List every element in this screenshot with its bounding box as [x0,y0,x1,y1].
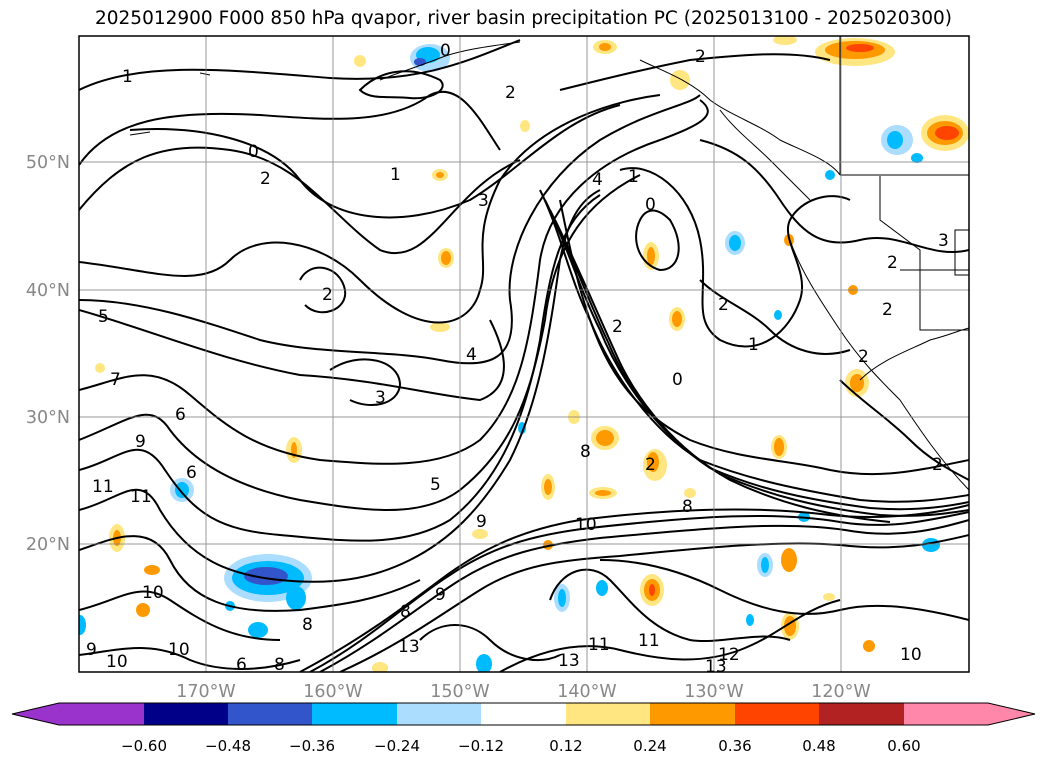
contour-labels: 1 2 0 2 1 3 4 1 0 0 2 1 2 2 2 3 2 2 5 7 … [86,41,949,677]
contour-label: 10 [142,583,164,603]
contour-label: 1 [628,167,639,187]
contour-label: 11 [638,631,660,651]
colorbar-low-extension [12,703,59,725]
lon-label: 130°W [684,682,743,702]
contour-label: 9 [476,512,487,532]
colorbar-tick: −0.48 [205,737,251,755]
colorbar-outline [11,702,1036,726]
colorbar-tick: −0.12 [458,737,504,755]
contour-label: 4 [592,170,603,190]
contour-label: 0 [440,41,451,61]
contour-label: 11 [130,487,152,507]
colorbar-tick: 0.60 [887,737,920,755]
contour-label: 2 [260,169,271,189]
colorbar-segment [481,703,566,725]
contour-label: 2 [695,47,706,67]
colorbar-high-extension [988,703,1035,725]
contour-label: 10 [168,640,190,660]
contour-label: 1 [122,67,133,87]
contour-label: 11 [92,477,114,497]
contour-label: 5 [430,475,441,495]
contour-label: 2 [718,295,729,315]
colorbar-segment [228,703,313,725]
map-title: 2025012900 F000 850 hPa qvapor, river ba… [94,8,953,29]
colorbar-segment [59,703,144,725]
lon-label: 160°W [303,682,362,702]
lon-label: 150°W [430,682,489,702]
colorbar-segment [312,703,397,725]
contour-label: 2 [322,285,333,305]
contour-label: 8 [580,442,591,462]
contour-label: 2 [505,83,516,103]
contour-label: 12 [718,645,740,665]
contour-label: 0 [645,195,656,215]
colorbar-tick: −0.36 [289,737,335,755]
latitude-labels: 50°N 40°N 30°N 20°N [26,153,70,555]
colorbar-tick: −0.60 [121,737,167,755]
contour-label: 11 [588,635,610,655]
contour-label: 9 [135,432,146,452]
colorbar-segment [144,703,229,725]
lon-label: 120°W [811,682,870,702]
map-border [78,35,970,673]
contour-label: 2 [882,300,893,320]
contour-label: 2 [887,253,898,273]
contour-label: 2 [932,455,943,475]
contour-label: 9 [86,640,97,660]
contour-label: 8 [274,655,285,675]
colorbar-segment [650,703,735,725]
colorbar-segment [904,703,988,725]
contour-label: 2 [858,347,869,367]
longitude-labels: 170°W 160°W 150°W 140°W 130°W 120°W [176,682,870,702]
contour-label: 10 [900,645,922,665]
lat-label: 50°N [26,153,70,173]
contour-label: 8 [400,602,411,622]
lat-label: 40°N [26,281,70,301]
contour-label: 9 [435,585,446,605]
contour-label: 13 [558,651,580,671]
colorbar-segment [397,703,482,725]
contour-label: 4 [466,345,477,365]
contour-label: 8 [302,615,313,635]
qvapor-contours [79,39,969,672]
lon-label: 170°W [176,682,235,702]
contour-label: 6 [236,655,247,675]
contour-label: 3 [478,191,489,211]
contour-label: 0 [248,142,259,162]
colorbar-tick: 0.48 [802,737,835,755]
contour-label: 0 [672,370,683,390]
contour-label: 5 [98,307,109,327]
colorbar-segment [735,703,820,725]
precip-shading [79,36,969,672]
contour-label: 8 [682,497,693,517]
contour-label: 1 [390,165,401,185]
colorbar [11,702,1036,726]
lon-label: 140°W [557,682,616,702]
contour-label: 2 [645,455,656,475]
contour-label: 6 [186,463,197,483]
contour-label: 1 [748,335,759,355]
graticule [79,36,969,672]
contour-label: 6 [175,405,186,425]
contour-label: 13 [705,657,727,677]
contour-label: 13 [398,637,420,657]
contour-label: 7 [110,370,121,390]
colorbar-tick: −0.24 [374,737,420,755]
colorbar-tick: 0.12 [549,737,582,755]
lat-label: 20°N [26,535,70,555]
colorbar-tick: 0.24 [633,737,666,755]
colorbar-segment [819,703,904,725]
contour-label: 3 [938,231,949,251]
contour-label: 3 [375,388,386,408]
coastlines [129,36,969,491]
contour-label: 10 [575,515,597,535]
contour-label: 10 [106,652,128,672]
contour-label: 2 [612,317,623,337]
colorbar-tick: 0.36 [718,737,751,755]
lat-label: 30°N [26,408,70,428]
colorbar-ticks: −0.60 −0.48 −0.36 −0.24 −0.12 0.12 0.24 … [121,737,921,755]
colorbar-segment [566,703,651,725]
